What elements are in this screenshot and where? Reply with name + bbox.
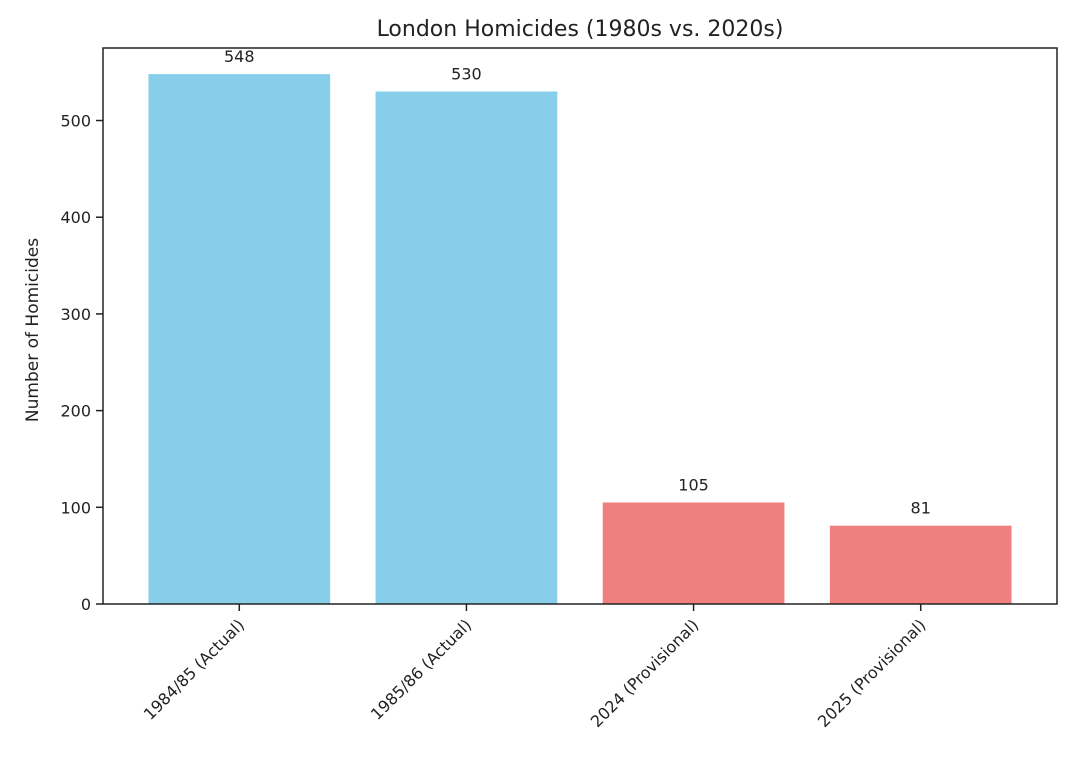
y-tick-label-2: 200 xyxy=(60,402,91,421)
bars-group xyxy=(148,74,1012,604)
x-axis-ticks: 1984/85 (Actual) 1985/86 (Actual) 2024 (Pr… xyxy=(140,604,930,731)
bar-3 xyxy=(829,525,1012,604)
y-tick-label-3: 300 xyxy=(60,305,91,324)
bar-0 xyxy=(148,74,331,604)
data-label-2: 105 xyxy=(678,475,709,494)
x-tick-label-0: 1984/85 (Actual) xyxy=(140,615,248,723)
data-labels-group: 548 530 105 81 xyxy=(224,47,931,518)
y-tick-label-1: 100 xyxy=(60,498,91,517)
y-axis-label: Number of Homicides xyxy=(23,238,43,422)
data-label-1: 530 xyxy=(451,65,482,84)
bar-2 xyxy=(602,502,785,604)
y-axis-ticks: 0 100 200 300 400 500 xyxy=(60,112,103,614)
data-label-3: 81 xyxy=(911,499,931,518)
chart-title: London Homicides (1980s vs. 2020s) xyxy=(377,17,784,42)
x-tick-label-2: 2024 (Provisional) xyxy=(587,615,703,731)
bar-1 xyxy=(375,91,558,604)
x-tick-label-1: 1985/86 (Actual) xyxy=(367,615,475,723)
y-tick-label-5: 500 xyxy=(60,112,91,131)
plot-frame xyxy=(102,47,1058,605)
x-tick-label-3: 2025 (Provisional) xyxy=(814,615,930,731)
y-tick-label-4: 400 xyxy=(60,208,91,227)
data-label-0: 548 xyxy=(224,47,255,66)
y-tick-label-0: 0 xyxy=(81,595,91,614)
